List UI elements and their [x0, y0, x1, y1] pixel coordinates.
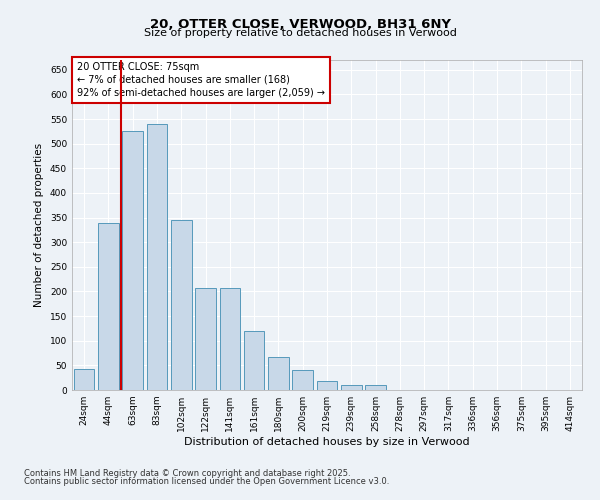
Bar — [122, 132, 143, 390]
Bar — [244, 331, 265, 390]
Y-axis label: Number of detached properties: Number of detached properties — [34, 143, 44, 307]
X-axis label: Distribution of detached houses by size in Verwood: Distribution of detached houses by size … — [184, 437, 470, 447]
Bar — [220, 288, 240, 390]
Bar — [268, 357, 289, 390]
Text: Size of property relative to detached houses in Verwood: Size of property relative to detached ho… — [143, 28, 457, 38]
Bar — [98, 222, 119, 390]
Text: 20, OTTER CLOSE, VERWOOD, BH31 6NY: 20, OTTER CLOSE, VERWOOD, BH31 6NY — [149, 18, 451, 30]
Bar — [74, 370, 94, 390]
Bar — [365, 385, 386, 390]
Bar — [292, 370, 313, 390]
Bar — [171, 220, 191, 390]
Bar — [317, 381, 337, 390]
Text: Contains public sector information licensed under the Open Government Licence v3: Contains public sector information licen… — [24, 477, 389, 486]
Bar — [341, 385, 362, 390]
Text: 20 OTTER CLOSE: 75sqm
← 7% of detached houses are smaller (168)
92% of semi-deta: 20 OTTER CLOSE: 75sqm ← 7% of detached h… — [77, 62, 325, 98]
Text: Contains HM Land Registry data © Crown copyright and database right 2025.: Contains HM Land Registry data © Crown c… — [24, 468, 350, 477]
Bar — [146, 124, 167, 390]
Bar — [195, 288, 216, 390]
